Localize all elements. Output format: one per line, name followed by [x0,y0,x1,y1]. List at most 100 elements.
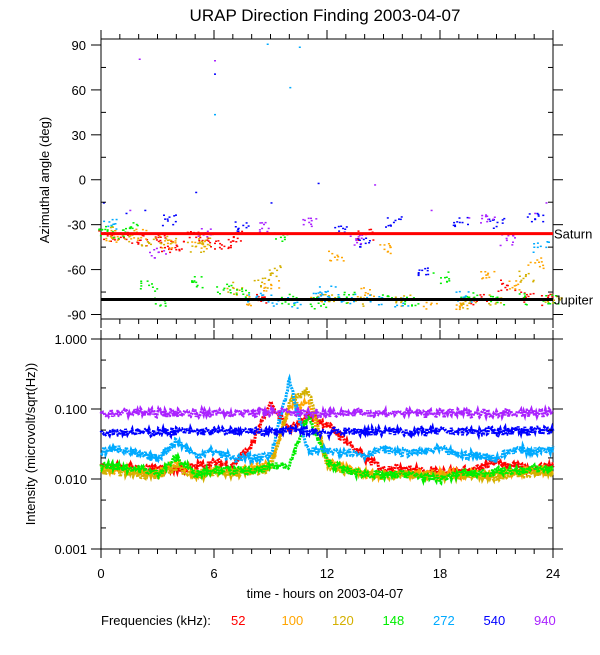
data-point-100 [540,261,543,263]
data-point-272 [324,300,326,303]
top-y-axis-label: Azimuthal angle (deg) [37,117,52,243]
data-point-52 [182,240,185,243]
data-point-148 [216,291,219,293]
data-point-120 [395,300,398,303]
data-point-100 [459,306,462,309]
data-point-540 [172,223,175,226]
data-point-52 [154,236,157,238]
data-point-540 [491,219,494,221]
data-point-120 [553,299,555,301]
data-point-100 [459,302,462,304]
data-point-52 [168,247,171,249]
data-point-52 [117,238,120,241]
data-point-272 [261,294,264,296]
data-point-540 [489,220,492,222]
data-point-120 [158,235,161,238]
x-tick-label: 6 [210,566,217,581]
data-point-272 [402,302,405,304]
data-point-120 [268,269,271,271]
data-point-120 [518,270,521,273]
data-point-540 [536,212,539,215]
data-point-272 [377,304,380,306]
data-point-52 [159,246,162,249]
data-point-272 [407,305,410,307]
data-point-148 [140,282,143,284]
data-point-540 [421,269,424,272]
data-point-120 [171,242,174,244]
data-point-100 [542,267,545,270]
data-point-120 [206,237,209,239]
data-point-940 [263,223,265,226]
data-point-120 [532,280,535,283]
data-point-52 [137,243,140,245]
legend-entry-540: 540 [484,613,506,628]
data-point-120 [148,242,151,244]
chart-title: URAP Direction Finding 2003-04-07 [190,6,461,25]
data-point-120 [327,295,330,297]
data-point-272 [315,292,318,295]
data-point-120 [559,299,561,301]
data-point-540 [365,237,368,239]
data-point-540 [426,269,429,272]
data-point-148 [523,293,526,295]
data-point-540 [164,218,167,220]
data-point-148 [139,288,142,290]
data-point-540 [386,217,389,219]
data-point-120 [359,296,362,299]
data-point-540 [424,267,427,270]
data-point-540 [234,226,237,228]
data-point-272 [319,291,322,293]
data-point-272 [394,306,397,308]
data-point-148 [146,280,149,282]
legend: 52 100 120 148 272 540 940 [231,613,556,628]
data-point-940 [511,244,514,246]
data-point-272 [532,251,535,253]
data-point-52 [206,239,209,241]
data-point-120 [264,277,267,279]
data-point-148 [117,237,120,240]
data-point-52 [257,296,260,298]
data-point-100 [170,239,173,242]
data-point-148 [281,302,284,305]
data-point-120 [544,301,547,303]
data-point-148 [196,284,199,287]
data-point-100 [513,285,516,287]
data-point-100 [116,239,119,241]
data-point-100 [141,228,144,231]
data-point-52 [119,236,122,239]
data-point-148 [557,303,560,305]
data-point-540 [488,218,491,220]
data-point-120 [328,300,331,303]
data-point-52 [260,300,263,302]
data-point-52 [232,240,235,242]
data-point-272 [350,297,353,299]
data-point-940 [310,219,313,222]
data-point-100 [425,301,428,304]
data-point-100 [542,264,545,267]
data-point-540 [214,73,216,75]
data-point-52 [551,296,554,298]
reference-label-saturn: Saturn [554,227,592,242]
data-point-272 [470,301,473,303]
data-point-120 [233,293,235,295]
data-point-540 [461,221,464,224]
data-point-940 [534,212,537,215]
data-point-120 [226,287,229,290]
data-point-52 [524,296,527,299]
data-point-272 [539,245,542,248]
data-point-148 [164,302,167,305]
data-point-100 [534,262,537,264]
data-point-940 [499,244,502,247]
data-point-940 [264,221,267,224]
data-point-100 [330,260,333,262]
data-point-272 [326,295,329,298]
data-point-272 [320,295,323,297]
data-point-100 [270,287,273,290]
data-point-540 [458,221,461,224]
data-point-148 [121,229,124,231]
data-point-120 [394,296,397,298]
data-point-100 [278,287,281,289]
data-point-148 [191,280,193,282]
data-point-540 [495,225,498,228]
